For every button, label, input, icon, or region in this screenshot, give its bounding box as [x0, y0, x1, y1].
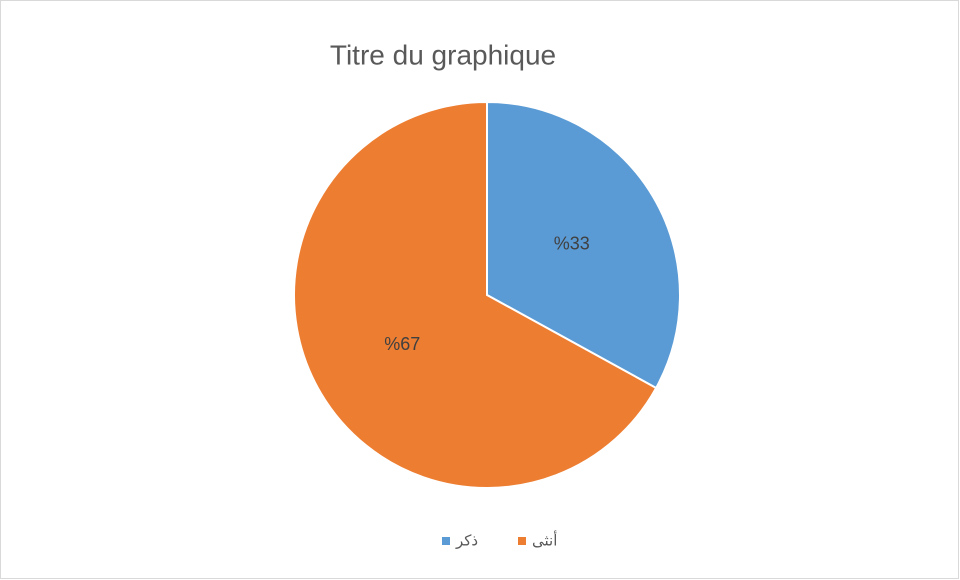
chart-title: Titre du graphique — [330, 39, 556, 70]
legend-label: أنثى — [532, 531, 557, 550]
legend-label: ذكر — [455, 532, 478, 550]
data-label: %33 — [554, 234, 590, 254]
pie-slice — [486, 100, 681, 390]
data-label: %67 — [384, 334, 420, 354]
legend-swatch — [442, 537, 450, 545]
pie-slice — [293, 100, 658, 489]
legend-swatch — [518, 537, 526, 545]
